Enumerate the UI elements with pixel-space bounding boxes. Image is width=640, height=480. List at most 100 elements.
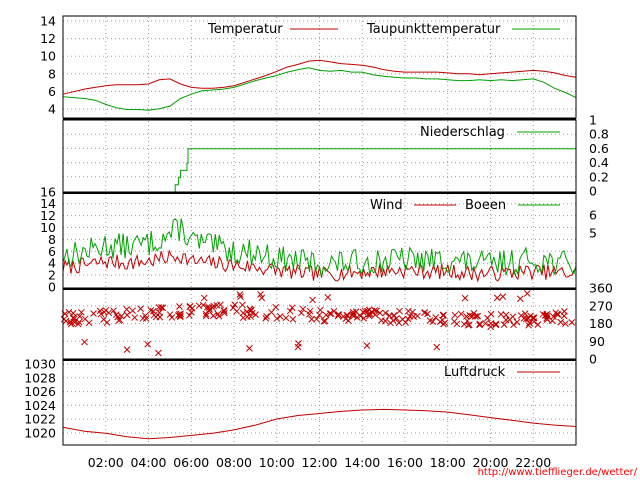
wind-direction-point <box>229 304 237 312</box>
wind-direction-point <box>214 310 222 318</box>
wind-direction-point <box>298 309 305 317</box>
wind-direction-point <box>156 313 164 321</box>
wind-direction-point <box>176 313 184 321</box>
wind-direction-point <box>257 290 264 298</box>
wind-direction-point <box>263 313 270 320</box>
wind-direction-point <box>482 320 489 327</box>
y-tick-label: 1026 <box>24 384 56 399</box>
wind-direction-point <box>67 320 75 328</box>
wind-direction-point <box>376 309 384 317</box>
wind-direction-point <box>154 349 162 357</box>
wind-direction-point <box>371 311 379 319</box>
y-tick-label: 1022 <box>24 412 56 427</box>
wind-direction-point <box>149 307 157 315</box>
wind-direction-point <box>363 342 371 349</box>
x-tick-label: 16:00 <box>387 455 423 470</box>
wind-direction-point <box>273 315 281 322</box>
series-line-niederschlag <box>63 148 576 193</box>
y-tick-label: 270 <box>589 298 613 313</box>
x-tick-label: 04:00 <box>130 455 166 470</box>
wind-direction-point <box>326 310 334 317</box>
wind-direction-point <box>402 319 409 326</box>
y-tick-label: 180 <box>589 316 613 331</box>
wind-direction-point <box>282 314 290 322</box>
wind-direction-point <box>320 317 328 325</box>
wind-direction-point <box>396 307 403 315</box>
wind-direction-point <box>69 309 77 317</box>
wind-direction-point <box>268 308 275 316</box>
wind-direction-point <box>308 315 316 323</box>
y-tick-label: 12 <box>40 208 56 223</box>
wind-direction-point <box>524 315 532 322</box>
wind-direction-point <box>247 306 255 314</box>
wind-direction-point <box>440 320 447 328</box>
wind-direction-point <box>272 303 280 311</box>
wind-direction-point <box>393 315 400 322</box>
x-tick-label: 12:00 <box>301 455 337 470</box>
wind-direction-point <box>330 307 338 315</box>
wind-direction-point <box>557 318 564 326</box>
wind-direction-point <box>523 315 530 323</box>
wind-direction-point <box>541 312 549 319</box>
y-tick-label: 0 <box>589 184 597 199</box>
wind-direction-point <box>492 321 500 329</box>
wind-direction-point <box>365 312 373 320</box>
x-tick-label: 18:00 <box>430 455 466 470</box>
wind-direction-point <box>453 320 461 328</box>
wind-direction-point <box>123 306 131 313</box>
wind-direction-point <box>410 313 417 320</box>
wind-direction-point <box>123 346 131 354</box>
wind-direction-point <box>220 307 228 315</box>
wind-direction-point <box>166 311 174 318</box>
wind-direction-point <box>239 309 247 317</box>
y-tick-label: 360 <box>589 281 613 296</box>
wind-direction-point <box>378 317 385 324</box>
series-line-taupunkttemperatur <box>62 67 577 111</box>
wind-direction-point <box>451 311 459 319</box>
y-tick-label: 0 <box>48 280 56 295</box>
wind-direction-point <box>560 308 568 315</box>
x-tick-label: 20:00 <box>472 455 508 470</box>
wind-direction-point <box>60 315 68 323</box>
x-tick-label: 22:00 <box>515 455 551 470</box>
wind-direction-point <box>118 312 125 320</box>
wind-direction-point <box>200 294 208 302</box>
wind-direction-point <box>484 314 491 322</box>
wind-direction-point <box>510 321 517 329</box>
series-line-boeen <box>62 218 577 278</box>
wind-direction-point <box>144 340 152 348</box>
wind-direction-point <box>543 316 551 324</box>
wind-direction-point <box>500 321 508 328</box>
wind-direction-point <box>386 312 393 320</box>
wind-direction-point <box>102 307 110 314</box>
y-tick-label: 8 <box>48 66 56 81</box>
x-tick-label: 08:00 <box>216 455 252 470</box>
wind-direction-point <box>185 312 193 319</box>
wind-direction-point <box>110 307 117 315</box>
wind-direction-point <box>286 307 294 315</box>
wind-direction-point <box>523 290 531 297</box>
panel-frame-pressure <box>62 359 577 446</box>
y-tick-label: 0.2 <box>589 169 609 184</box>
y-tick-label: 1030 <box>24 357 56 372</box>
wind-direction-point <box>188 308 195 316</box>
wind-direction-point <box>487 323 495 331</box>
wind-direction-point <box>389 317 397 324</box>
wind-direction-point <box>78 308 85 316</box>
wind-direction-point <box>562 320 569 328</box>
wind-direction-point <box>199 301 207 309</box>
wind-direction-point <box>534 321 542 328</box>
wind-direction-point <box>176 303 183 310</box>
wind-direction-point <box>129 307 136 315</box>
legend-label-boeen: Boeen <box>465 198 506 213</box>
wind-direction-point <box>352 308 360 315</box>
wind-direction-point <box>513 318 521 326</box>
wind-direction-point <box>97 310 105 318</box>
wind-direction-point <box>289 315 297 323</box>
y-tick-label: 0.8 <box>589 127 609 142</box>
wind-direction-point <box>316 311 323 319</box>
wind-direction-point <box>521 310 529 318</box>
wind-direction-point <box>123 311 131 319</box>
wind-direction-point <box>568 319 576 326</box>
wind-direction-point <box>405 307 412 315</box>
